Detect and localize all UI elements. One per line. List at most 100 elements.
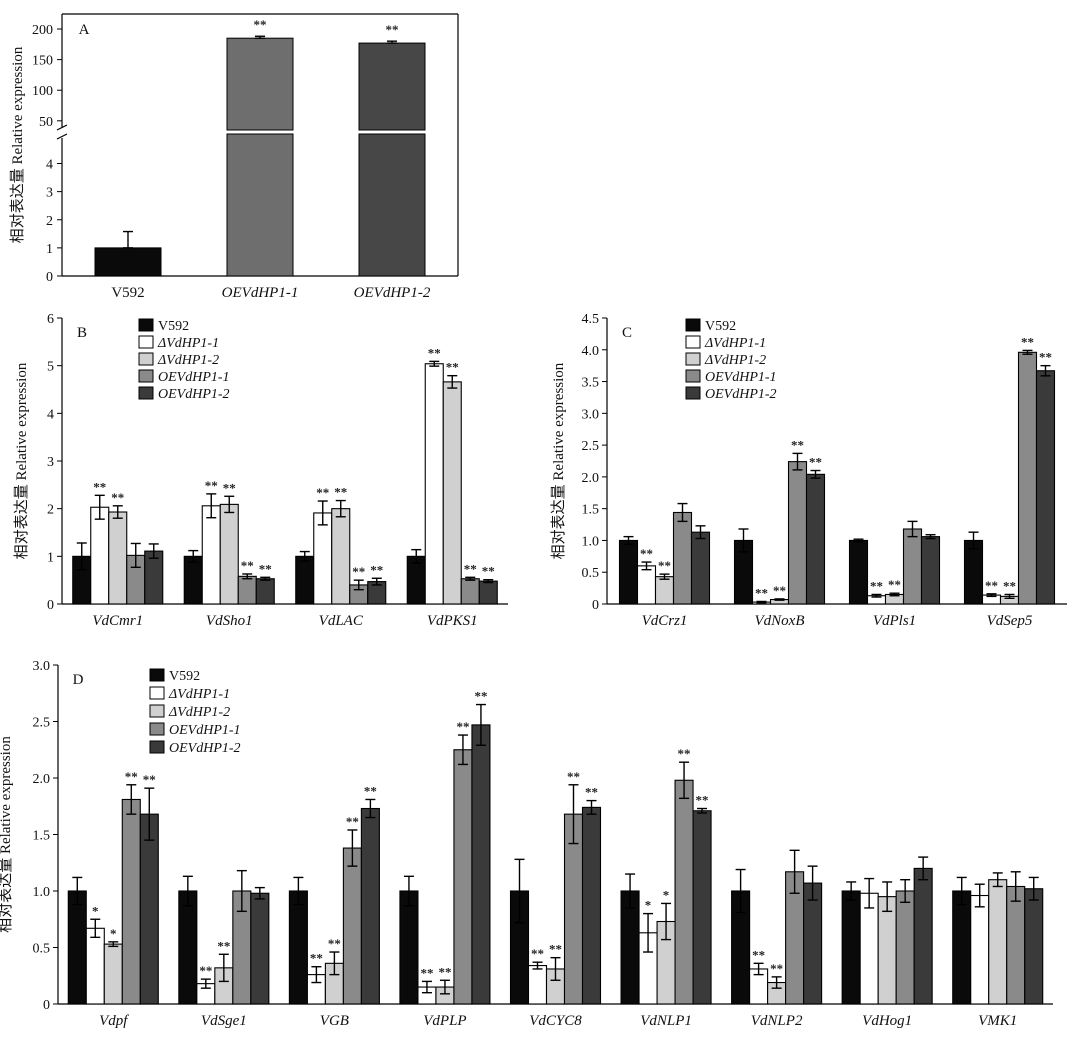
panel-b-y-tick-label: 6 bbox=[47, 312, 54, 327]
panel-b-significance-label: ** bbox=[241, 558, 254, 573]
panel-d-bar bbox=[895, 890, 915, 1005]
panel-b-significance-label: ** bbox=[446, 360, 459, 375]
panel-d-bar bbox=[342, 847, 362, 1005]
panel-c-bar bbox=[654, 576, 675, 605]
panel-c-legend-label: OEVdHP1-2 bbox=[705, 387, 777, 402]
panel-c-bar bbox=[963, 539, 984, 605]
panel-d-legend-swatch bbox=[149, 668, 165, 682]
panel-d-x-tick-label: VdHog1 bbox=[862, 1013, 912, 1029]
panel-d-y-axis-label: 相对表达量 Relative expression bbox=[0, 736, 14, 933]
panel-c-significance-label: ** bbox=[1021, 334, 1034, 349]
panel-b-significance-label: ** bbox=[223, 480, 236, 495]
panel-d-bar bbox=[841, 890, 861, 1005]
panel-d-y-tick-label: 1.5 bbox=[33, 829, 51, 844]
panel-b-x-tick-label: VdCmr1 bbox=[92, 613, 143, 629]
panel-c-letter: C bbox=[622, 325, 632, 341]
panel-d-significance-label: ** bbox=[567, 769, 580, 784]
panel-d-legend-swatch bbox=[149, 740, 165, 754]
panel-c-y-tick-label: 0 bbox=[592, 598, 599, 613]
panel-d-significance-label: ** bbox=[752, 947, 765, 962]
panel-d-significance-label: ** bbox=[125, 769, 138, 784]
panel-c-legend-label: V592 bbox=[705, 319, 736, 334]
panel-d-significance-label: * bbox=[663, 887, 670, 902]
panel-d-legend-swatch bbox=[149, 704, 165, 718]
panel-b-x-tick-label: VdLAC bbox=[319, 613, 364, 629]
panel-d-y-tick-label: 0 bbox=[43, 998, 50, 1013]
panel-c-significance-label: ** bbox=[791, 437, 804, 452]
panel-d-x-tick-label: Vdpf bbox=[99, 1013, 129, 1029]
panel-c-significance-label: ** bbox=[985, 578, 998, 593]
panel-b-legend-label: OEVdHP1-2 bbox=[158, 387, 230, 402]
panel-b-significance-label: ** bbox=[111, 490, 124, 505]
panel-c-x-tick-label: VdNoxB bbox=[755, 613, 805, 629]
panel-b-bar bbox=[424, 363, 444, 605]
panel-b-bar bbox=[219, 503, 239, 605]
panel-d-significance-label: ** bbox=[474, 689, 487, 704]
panel-d-y-tick-label: 1.0 bbox=[33, 885, 51, 900]
panel-d-x-tick-label: VdNLP2 bbox=[751, 1013, 803, 1029]
panel-b-bar bbox=[90, 506, 110, 605]
panel-a-y-tick-label: 2 bbox=[46, 214, 53, 229]
panel-c-y-tick-label: 4.5 bbox=[582, 312, 600, 327]
panel-b-y-axis-label: 相对表达量 Relative expression bbox=[13, 362, 30, 559]
panel-b-significance-label: ** bbox=[352, 564, 365, 579]
panel-d-legend-label: ΔVdHP1-1 bbox=[168, 687, 230, 702]
panel-a-y-tick-label: 100 bbox=[32, 84, 53, 99]
panel-a-bar bbox=[358, 42, 426, 131]
panel-d-x-tick-label: VdSge1 bbox=[201, 1013, 247, 1029]
panel-b-legend-swatch bbox=[138, 386, 154, 400]
panel-d-significance-label: ** bbox=[310, 951, 323, 966]
panel-c-legend-label: OEVdHP1-1 bbox=[705, 370, 777, 385]
panel-d-y-tick-label: 2.0 bbox=[33, 772, 51, 787]
panel-d-bar bbox=[952, 890, 972, 1005]
panel-d-bar bbox=[453, 749, 473, 1005]
panel-d-bar bbox=[360, 807, 380, 1005]
panel-c-significance-label: ** bbox=[1039, 350, 1052, 365]
panel-a-bar bbox=[226, 133, 294, 277]
panel-c-x-tick-label: VdSep5 bbox=[987, 613, 1033, 629]
panel-a-y-tick-label: 150 bbox=[32, 54, 53, 69]
panel-c-bar bbox=[1035, 370, 1056, 605]
panel-d-bar bbox=[139, 813, 159, 1005]
panel-b-bar bbox=[108, 511, 128, 605]
panel-b-y-tick-label: 3 bbox=[47, 455, 54, 470]
panel-d-significance-label: ** bbox=[770, 961, 783, 976]
panel-d-bar bbox=[877, 896, 897, 1005]
panel-d-legend-label: OEVdHP1-1 bbox=[169, 723, 241, 738]
panel-c-legend-label: ΔVdHP1-1 bbox=[704, 336, 766, 351]
panel-d-legend-label: ΔVdHP1-2 bbox=[168, 705, 230, 720]
panel-b-significance-label: ** bbox=[482, 564, 495, 579]
panel-d-significance-label: ** bbox=[696, 793, 709, 808]
panel-c-bar bbox=[848, 539, 869, 605]
panel-a-y-tick-label: 0 bbox=[46, 270, 53, 285]
panel-b-y-tick-label: 0 bbox=[47, 598, 54, 613]
panel-d-bar bbox=[913, 867, 933, 1005]
panel-c-legend-swatch bbox=[685, 369, 701, 383]
panel-a-axis-break-mark bbox=[56, 133, 68, 140]
panel-c-y-tick-label: 4.0 bbox=[582, 344, 600, 359]
panel-c-y-tick-label: 1.0 bbox=[582, 534, 600, 549]
panel-d-bar bbox=[103, 943, 123, 1005]
panel-b-legend-label: ΔVdHP1-1 bbox=[157, 336, 219, 351]
panel-d-significance-label: ** bbox=[328, 936, 341, 951]
panel-c-bar bbox=[805, 473, 826, 605]
panel-b-significance-label: ** bbox=[370, 562, 383, 577]
panel-b-y-tick-label: 1 bbox=[47, 550, 54, 565]
panel-b-legend-swatch bbox=[138, 369, 154, 383]
panel-c-significance-label: ** bbox=[809, 455, 822, 470]
panel-d-letter: D bbox=[73, 672, 84, 688]
panel-b-significance-label: ** bbox=[259, 561, 272, 576]
panel-b-significance-label: ** bbox=[334, 485, 347, 500]
panel-d-x-tick-label: VdNLP1 bbox=[640, 1013, 692, 1029]
panel-c-y-tick-label: 3.0 bbox=[582, 407, 600, 422]
panel-a-axis-break-mark bbox=[56, 124, 68, 131]
panel-c-bar bbox=[787, 461, 808, 605]
panel-d-significance-label: * bbox=[645, 898, 652, 913]
panel-d-bar bbox=[970, 894, 990, 1005]
panel-c-legend-swatch bbox=[685, 352, 701, 366]
panel-c-bar bbox=[1017, 351, 1038, 605]
panel-d-bar bbox=[288, 890, 308, 1005]
panel-c-significance-label: ** bbox=[773, 583, 786, 598]
panel-d-significance-label: ** bbox=[456, 719, 469, 734]
panel-c-significance-label: ** bbox=[888, 577, 901, 592]
